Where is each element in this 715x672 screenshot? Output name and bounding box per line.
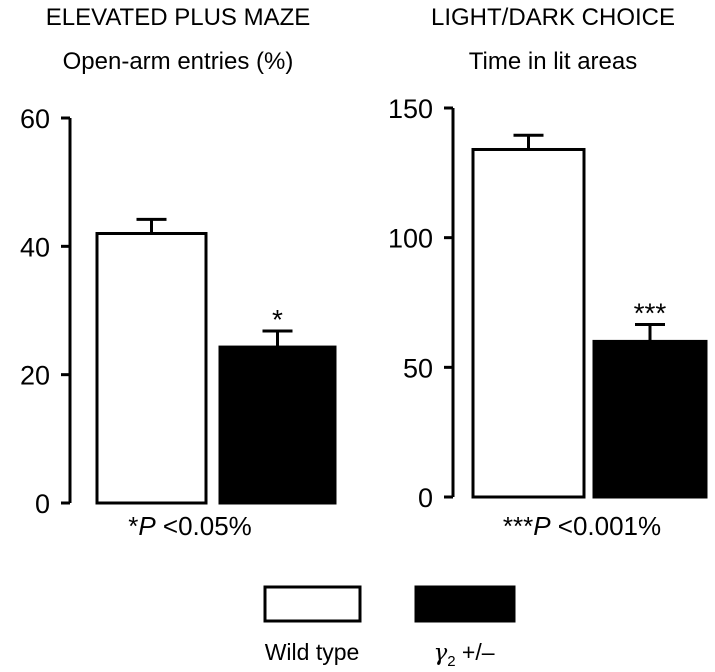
panel2-title: LIGHT/DARK CHOICE — [431, 4, 675, 31]
panel2-footnote: ***P <0.001% — [503, 511, 661, 541]
legend-swatch-wild-type — [263, 585, 362, 623]
panel1-y-tick-label: 60 — [20, 104, 50, 134]
panel2-y-tick-label: 50 — [403, 353, 433, 383]
legend-label-mutant-sub: 2 — [447, 653, 455, 670]
legend-swatch-mutant — [414, 585, 516, 623]
legend-label-mutant: γ2 +/– — [433, 639, 494, 670]
panel2-y-tick-label: 150 — [388, 94, 433, 124]
panel1-y-tick-label: 40 — [20, 232, 50, 262]
legend-label-wild-type: Wild type — [265, 639, 360, 665]
panel1-footnote: *P <0.05% — [128, 511, 252, 541]
legend-label-mutant-rest: +/– — [456, 639, 495, 665]
panel1-subtitle: Open-arm entries (%) — [63, 48, 294, 75]
panel2-y-tick-label: 0 — [418, 483, 433, 513]
panel1-plot: 0 20 40 60 * — [20, 104, 337, 519]
panel2-bar-mutant — [592, 339, 708, 499]
panel1-title: ELEVATED PLUS MAZE — [46, 4, 311, 31]
panel2-significance-marker: *** — [634, 298, 667, 329]
panel2-bar-wild-type — [471, 147, 586, 499]
panel2-plot: 0 50 100 150 *** — [388, 94, 708, 513]
panel2-footnote-p: P — [533, 511, 551, 541]
panel2-footnote-text: <0.001% — [551, 511, 662, 541]
panel1-footnote-text: <0.05% — [156, 511, 252, 541]
panel2-subtitle: Time in lit areas — [469, 48, 638, 75]
panel1-y-tick-label: 0 — [35, 489, 50, 519]
panel1-bar-wild-type — [95, 232, 208, 505]
legend: Wild type γ2 +/– — [263, 585, 516, 670]
panel1-footnote-p: P — [138, 511, 156, 541]
legend-label-mutant-symbol: γ — [433, 640, 447, 666]
panel2-footnote-stars: *** — [503, 511, 533, 541]
panel1-footnote-stars: * — [128, 511, 138, 541]
panel1-significance-marker: * — [272, 304, 283, 335]
panel1-bar-mutant — [218, 345, 337, 505]
panel2-y-tick-label: 100 — [388, 224, 433, 254]
panel1-y-tick-label: 20 — [20, 361, 50, 391]
